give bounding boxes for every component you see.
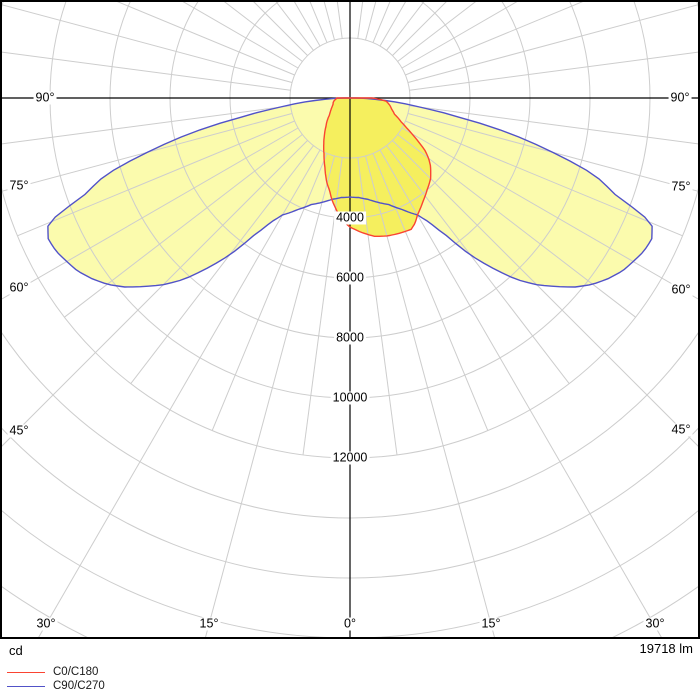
c90-c270-curve <box>47 97 653 288</box>
angle-label-left: 60° <box>7 280 31 295</box>
status-bar: cd 19718 lm <box>0 640 700 660</box>
legend-row-c90: C90/C270 <box>7 679 105 693</box>
legend-line-c90-icon <box>7 685 45 687</box>
angle-label-right: 90° <box>668 90 692 105</box>
angle-label-bottom: 15° <box>479 616 503 631</box>
plot-border <box>0 0 700 639</box>
angle-label-bottom: 30° <box>34 616 58 631</box>
legend-label-c90: C90/C270 <box>53 680 105 692</box>
c0-c180-curve <box>323 97 432 237</box>
polar-chart-area: 90° 75° 60° 45° 90° 75° 60° 45° 30° 15° 0° 15° 30° 40… <box>0 0 700 639</box>
legend: C0/C180 C90/C270 <box>7 665 105 693</box>
angle-label-right: 75° <box>669 179 693 194</box>
angle-label-bottom: 30° <box>643 616 667 631</box>
angle-label-left: 75° <box>7 178 31 193</box>
radial-tick-label: 4000 <box>334 210 366 225</box>
legend-label-c0: C0/C180 <box>53 666 99 678</box>
legend-line-c0-icon <box>7 671 45 673</box>
angle-label-left: 90° <box>33 90 57 105</box>
angle-label-bottom: 15° <box>197 616 221 631</box>
angle-label-right: 60° <box>669 282 693 297</box>
radial-tick-label: 6000 <box>334 270 366 285</box>
legend-row-c0: C0/C180 <box>7 665 105 679</box>
radial-tick-label: 8000 <box>334 330 366 345</box>
unit-label: cd <box>9 643 23 658</box>
angle-label-left: 45° <box>7 423 31 438</box>
angle-label-bottom: 0° <box>342 616 358 631</box>
radial-tick-label: 12000 <box>330 450 370 465</box>
curve-strokes <box>47 97 653 288</box>
angle-label-right: 45° <box>669 422 693 437</box>
radial-tick-label: 10000 <box>330 390 370 405</box>
polar-chart <box>0 0 700 639</box>
luminous-flux-label: 19718 lm <box>639 641 693 656</box>
